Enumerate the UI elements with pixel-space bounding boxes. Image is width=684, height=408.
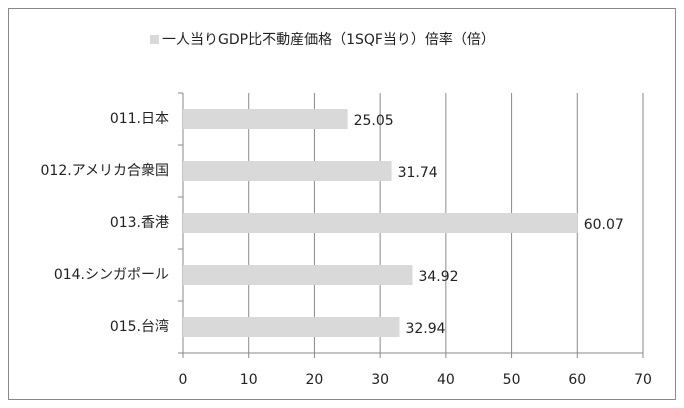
- x-tick-label: 60: [568, 372, 586, 388]
- chart-frame: [8, 8, 676, 400]
- y-tick-label: 015.台湾: [110, 318, 169, 335]
- bar: [183, 265, 413, 285]
- x-tick-label: 0: [179, 372, 188, 388]
- value-label: 32.94: [405, 321, 445, 337]
- x-tick-label: 10: [240, 372, 258, 388]
- bar: [183, 161, 392, 181]
- x-tick-label: 70: [634, 372, 652, 388]
- value-label: 31.74: [398, 165, 438, 181]
- bar: [183, 317, 400, 337]
- x-tick-label: 50: [503, 372, 521, 388]
- x-tick-label: 20: [306, 372, 324, 388]
- value-label: 25.05: [354, 113, 394, 129]
- y-tick-label: 012.アメリカ合衆国: [41, 163, 169, 179]
- y-tick-label: 011.日本: [110, 111, 169, 127]
- bar: [183, 109, 348, 129]
- value-label: 34.92: [418, 269, 458, 285]
- value-label: 60.07: [584, 217, 624, 233]
- bar: [183, 213, 578, 233]
- x-tick-label: 30: [371, 372, 389, 388]
- y-tick-label: 013.香港: [110, 215, 169, 231]
- legend-swatch: [150, 35, 159, 44]
- x-tick-label: 40: [437, 372, 455, 388]
- y-tick-label: 014.シンガポール: [54, 267, 169, 283]
- legend-label: 一人当りGDP比不動産価格（1SQF当り）倍率（倍）: [162, 31, 495, 48]
